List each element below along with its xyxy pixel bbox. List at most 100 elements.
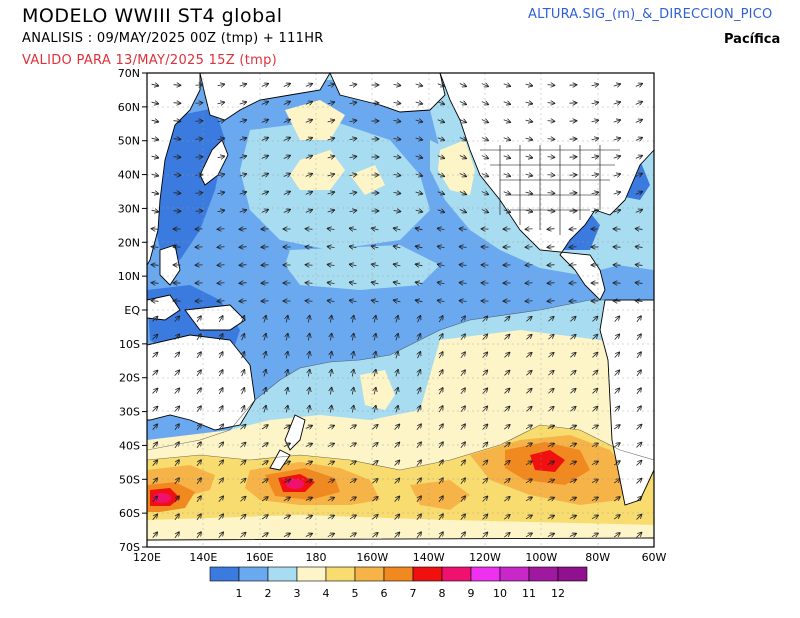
direction-arrow — [635, 120, 642, 123]
direction-arrow — [547, 157, 555, 158]
direction-arrow — [526, 301, 533, 302]
direction-arrow — [218, 424, 223, 430]
direction-arrow — [152, 317, 157, 322]
legend-swatch — [470, 566, 501, 582]
direction-arrow — [503, 138, 511, 140]
direction-arrow — [504, 479, 509, 484]
lat-label: 20S — [119, 372, 140, 385]
direction-arrow — [504, 335, 509, 340]
direction-arrow — [437, 120, 444, 123]
legend-swatch — [296, 566, 327, 582]
legend-label: 2 — [265, 587, 272, 600]
direction-arrow — [152, 265, 159, 266]
legend-label: 9 — [468, 587, 475, 600]
direction-arrow — [416, 424, 421, 431]
direction-arrow — [547, 85, 555, 86]
analysis-time: ANALISIS : 09/MAY/2025 00Z (tmp) + 111HR — [22, 31, 324, 46]
direction-arrow — [173, 157, 181, 158]
direction-arrow — [460, 532, 465, 539]
land-nz-north — [284, 414, 306, 451]
direction-arrow — [437, 156, 444, 159]
direction-arrow — [636, 515, 641, 520]
direction-arrow — [591, 210, 599, 211]
direction-arrow — [394, 246, 401, 248]
land-antarctica — [147, 537, 654, 547]
direction-arrow — [374, 388, 376, 395]
direction-arrow — [636, 479, 641, 484]
direction-arrow — [591, 497, 598, 500]
direction-arrow — [416, 514, 421, 521]
direction-arrow — [218, 460, 223, 466]
direction-arrow — [613, 192, 621, 194]
direction-arrow — [195, 157, 203, 158]
direction-arrow — [636, 334, 641, 341]
direction-arrow — [613, 461, 620, 466]
direction-arrow — [548, 247, 555, 248]
direction-arrow — [152, 301, 159, 302]
lat-label: 40S — [119, 439, 140, 452]
direction-arrow — [327, 156, 335, 158]
direction-arrow — [526, 283, 533, 284]
direction-arrow — [547, 211, 555, 212]
direction-arrow — [548, 229, 555, 230]
direction-arrow — [239, 156, 247, 158]
direction-arrow — [173, 193, 181, 194]
direction-arrow — [264, 334, 266, 341]
direction-arrow — [570, 335, 575, 340]
land-ne-asia — [199, 73, 331, 121]
direction-arrow — [439, 316, 443, 323]
direction-arrow — [242, 388, 245, 395]
legend-label: 12 — [551, 587, 565, 600]
direction-arrow — [460, 301, 467, 302]
direction-arrow — [460, 334, 465, 341]
direction-arrow — [349, 192, 357, 193]
direction-arrow — [308, 370, 309, 377]
direction-arrow — [459, 120, 466, 123]
direction-arrow — [591, 425, 598, 428]
direction-arrow — [591, 479, 598, 482]
direction-arrow — [286, 406, 288, 413]
legend-label: 11 — [522, 587, 536, 600]
direction-arrow — [396, 316, 398, 323]
band-4m-np4 — [438, 140, 475, 195]
direction-arrow — [548, 353, 553, 358]
direction-arrow — [394, 300, 401, 302]
lon-label: 100W — [525, 551, 557, 564]
direction-arrow — [547, 461, 554, 464]
direction-arrow — [613, 425, 620, 430]
direction-arrow — [460, 283, 467, 284]
direction-arrow — [218, 478, 223, 484]
direction-arrow — [152, 247, 159, 248]
direction-arrow — [613, 515, 620, 520]
legend-swatch — [209, 566, 240, 582]
direction-arrow — [327, 515, 334, 518]
direction-arrow — [569, 498, 576, 501]
direction-arrow — [504, 389, 509, 394]
direction-arrow — [308, 334, 309, 341]
lon-label: 180 — [306, 551, 327, 564]
direction-arrow — [152, 407, 157, 412]
lat-label: 60S — [119, 507, 140, 520]
lon-label: 160E — [246, 551, 274, 564]
direction-arrow — [504, 533, 509, 538]
direction-arrow — [438, 424, 443, 431]
direction-arrow — [482, 442, 488, 448]
direction-arrow — [151, 210, 159, 212]
direction-arrow — [305, 156, 312, 159]
direction-arrow — [460, 247, 467, 248]
legend-label: 5 — [352, 587, 359, 600]
direction-arrow — [438, 228, 445, 229]
direction-arrow — [152, 283, 159, 284]
direction-arrow — [239, 210, 247, 212]
direction-arrow — [372, 479, 377, 484]
direction-arrow — [636, 229, 643, 230]
direction-arrow — [504, 353, 509, 358]
land — [147, 73, 654, 547]
direction-arrow — [151, 84, 159, 86]
direction-arrow — [305, 192, 312, 195]
direction-arrow — [636, 265, 643, 266]
direction-arrow — [525, 425, 532, 429]
direction-arrow — [196, 388, 201, 395]
direction-arrow — [438, 514, 443, 521]
direction-arrow — [261, 174, 268, 177]
